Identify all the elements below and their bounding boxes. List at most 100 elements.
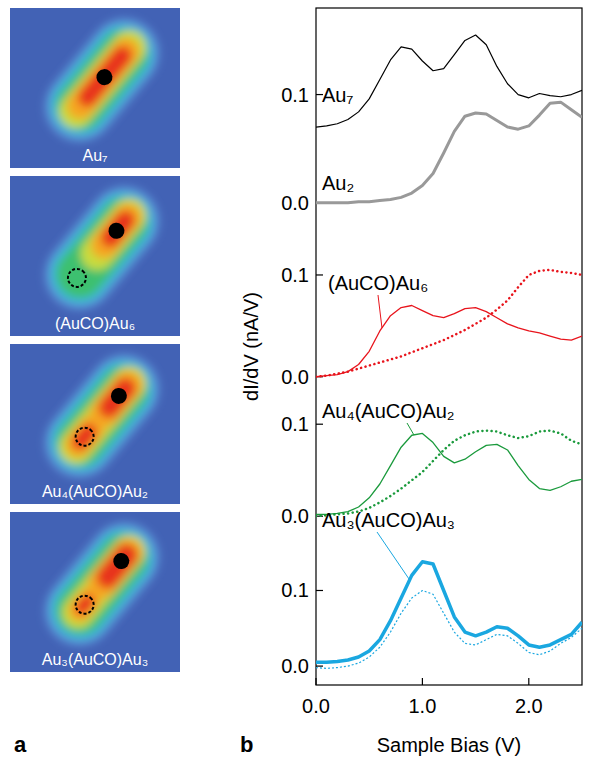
y-tick-label: 0.1 — [281, 264, 309, 286]
blob-hotspot — [94, 374, 139, 423]
y-tick — [316, 274, 323, 275]
spectrum-curve — [316, 306, 582, 377]
y-tick-label: 0.0 — [281, 505, 309, 527]
blob-layers — [30, 176, 174, 324]
leader-line — [378, 295, 382, 328]
blob-layers — [30, 512, 174, 660]
curve-label: Au₃(AuCO)Au₃ — [322, 509, 455, 531]
tip-position-dot — [93, 66, 116, 89]
co-position-ring — [72, 592, 97, 617]
blob-layer — [38, 180, 166, 317]
blob-hotspot — [84, 365, 148, 433]
blob-hotspot — [82, 533, 148, 604]
image-content — [30, 176, 174, 324]
image-background — [10, 512, 180, 672]
spectrum-curve — [316, 562, 582, 663]
blob-hotspot — [74, 191, 153, 277]
curve-label: Au₇ — [322, 84, 353, 106]
leader-line — [377, 532, 410, 580]
y-axis-title: dI/dV (nA/V) — [240, 292, 262, 401]
blob-layer — [46, 20, 157, 140]
x-tick-label: 2.0 — [515, 695, 543, 717]
y-tick — [316, 424, 323, 425]
blob-hotspot — [72, 592, 97, 618]
blob-layer — [46, 188, 157, 308]
y-tick-label: 0.1 — [281, 579, 309, 601]
curve-label: Au₄(AuCO)Au₂ — [322, 400, 455, 422]
spectrum-lines — [316, 431, 582, 517]
image-background — [10, 8, 180, 168]
tip-position-dot — [108, 385, 131, 408]
image-label: Au₃(AuCO)Au₃ — [42, 651, 148, 668]
cluster-blob — [30, 8, 174, 156]
y-tick-label: 0.1 — [281, 413, 309, 435]
spectrum-panel: 0.0 0.1 (AuCO)Au₆ — [281, 264, 582, 388]
cluster-blob — [30, 344, 174, 492]
blob-hotspot — [61, 32, 145, 125]
y-tick — [316, 665, 323, 666]
blob-hotspot — [85, 198, 147, 264]
stm-image: Au₃(AuCO)Au₃ — [10, 508, 180, 672]
plot-frame — [316, 8, 582, 685]
blob-layer — [30, 512, 174, 660]
x-tick — [528, 678, 529, 685]
image-label: Au₇ — [82, 147, 107, 164]
blob-layers — [30, 8, 174, 156]
blob-hotspot — [52, 23, 153, 134]
x-tick-label: 0.0 — [302, 695, 330, 717]
spectrum-lines — [316, 35, 582, 203]
blob-layer — [30, 8, 174, 156]
x-tick — [422, 678, 423, 685]
blob-hotspot — [56, 528, 152, 634]
tip-position-dot — [110, 550, 133, 573]
blob-layer — [38, 516, 166, 653]
blob-hotspot — [74, 42, 136, 111]
blob-hotspot — [92, 539, 142, 593]
stm-image: Au₇ — [10, 4, 180, 168]
image-background — [10, 176, 180, 336]
spectrum-curve — [316, 102, 582, 203]
stm-image: (AuCO)Au₆ — [10, 172, 180, 336]
image-content — [30, 344, 174, 492]
image-content — [30, 8, 174, 156]
blob-hotspot — [69, 420, 100, 453]
cluster-blob — [30, 512, 174, 660]
figure: Au₇ (AuCO)Au₆ Au₄(AuCO)Au₂ Au₃(AuCO)Au₃ a 0.0… — [0, 0, 597, 766]
spectrum-curve — [316, 590, 582, 668]
y-tick — [316, 590, 323, 591]
leader-line — [407, 423, 414, 435]
blob-hotspot — [52, 359, 153, 470]
panel-letter: b — [240, 732, 253, 757]
blob-layer — [38, 348, 166, 485]
blob-layer — [46, 356, 157, 476]
blob-layers — [30, 344, 174, 492]
co-position-ring — [72, 424, 97, 449]
image-label: Au₄(AuCO)Au₂ — [42, 483, 148, 500]
blob-layer — [38, 12, 166, 149]
blob-layer — [30, 344, 174, 492]
x-axis-title: Sample Bias (V) — [377, 734, 522, 756]
blob-hotspot — [97, 207, 139, 252]
y-tick-label: 0.1 — [281, 84, 309, 106]
tip-position-dot — [105, 219, 128, 242]
cluster-blob — [30, 176, 174, 324]
image-label: (AuCO)Au₆ — [55, 315, 135, 332]
x-tick-label: 1.0 — [408, 695, 436, 717]
y-tick-label: 0.0 — [281, 192, 309, 214]
spectrum-curve — [316, 270, 582, 377]
blob-layer — [46, 524, 157, 644]
image-content — [30, 512, 174, 660]
blob-layer — [30, 176, 174, 324]
y-tick-label: 0.0 — [281, 655, 309, 677]
spectrum-curve — [316, 431, 582, 517]
curve-label: (AuCO)Au₆ — [328, 272, 428, 294]
curve-label: Au₂ — [322, 172, 354, 194]
spectrum-lines — [316, 270, 582, 377]
x-tick — [315, 678, 316, 685]
image-background — [10, 344, 180, 504]
spectrum-lines — [316, 562, 582, 669]
spectrum-panel: 0.0 0.1 Au₇ Au₂ — [281, 35, 582, 214]
panel-letter: a — [14, 732, 27, 757]
stm-image: Au₄(AuCO)Au₂ — [10, 340, 180, 504]
y-tick-label: 0.0 — [281, 366, 309, 388]
